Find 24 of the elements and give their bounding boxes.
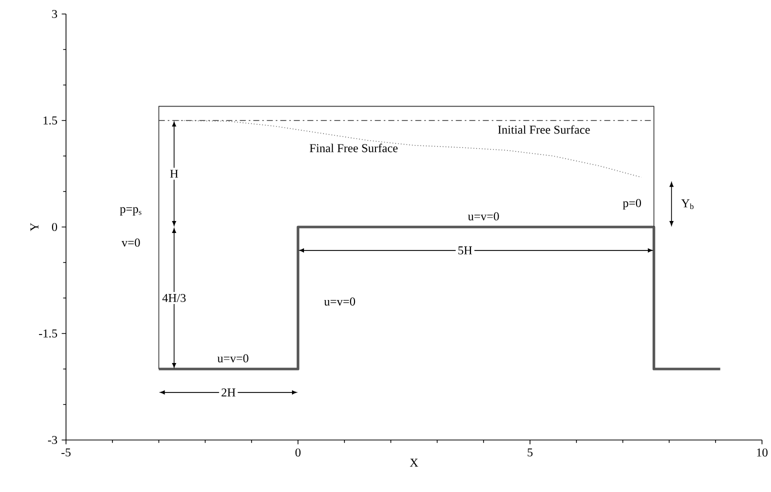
y-tick-label: 1.5 <box>44 116 58 125</box>
annotation: Initial Free Surface <box>498 125 590 134</box>
annotation: u=v=0 <box>217 354 248 362</box>
annotation: p=0 <box>622 199 641 210</box>
x-tick-label: -5 <box>61 448 71 456</box>
x-axis-title: X <box>410 458 418 467</box>
annotation: 2H <box>222 388 236 396</box>
y-tick-label: -3 <box>48 436 58 444</box>
annotation: Final Free Surface <box>310 144 398 152</box>
x-tick-label: 5 <box>528 448 533 456</box>
annotation: H <box>170 170 178 178</box>
annotation: v=0 <box>122 238 140 247</box>
y-tick-label: 3 <box>52 10 58 18</box>
y-tick-label: 0 <box>52 222 58 232</box>
annotation: p=p$_{s}$ <box>120 207 142 216</box>
x-tick-label: 0 <box>295 448 301 457</box>
y-axis-title: Y <box>30 222 38 232</box>
x-tick-label: 10 <box>757 448 768 457</box>
annotation: u=v=0 <box>468 212 499 220</box>
annotation: 4H/3 <box>162 294 186 302</box>
annotation: 5H <box>458 246 472 254</box>
annotation: u=v=0 <box>324 297 356 306</box>
y-tick-label: -1.5 <box>38 329 58 338</box>
annotation: Y$_{b}$ <box>681 199 694 210</box>
